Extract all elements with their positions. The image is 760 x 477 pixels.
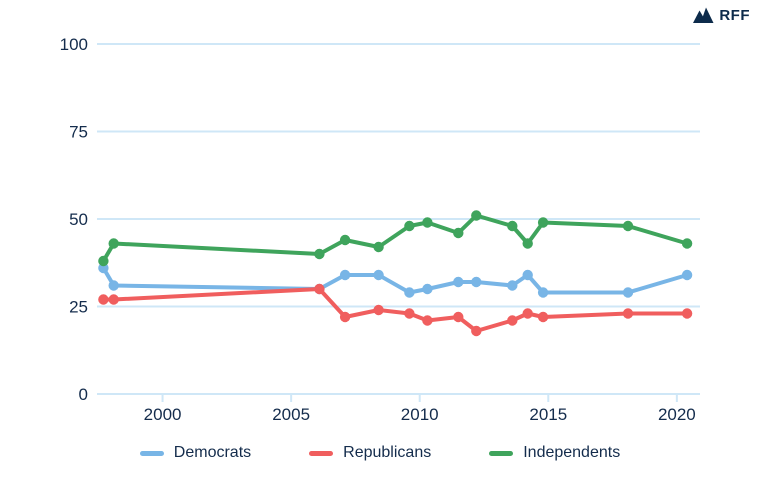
data-point-independents-2013.6 [507, 220, 518, 232]
rff-logo: RFF [693, 7, 750, 24]
legend-item-independents: Independents [489, 444, 620, 462]
data-point-democrats-2012.2 [471, 276, 482, 288]
data-point-republicans-2007.1 [339, 311, 351, 323]
data-point-independents-1998.1 [108, 238, 119, 249]
series-line-independents [101, 213, 690, 263]
data-point-independents-2006.1 [314, 248, 325, 260]
data-point-independents-2007.1 [339, 234, 351, 246]
data-point-independents-2009.6 [404, 220, 415, 232]
data-point-republicans-2008.4 [373, 304, 384, 316]
x-axis-label-2005: 2005 [272, 405, 310, 424]
data-point-republicans-2009.6 [404, 308, 415, 319]
data-point-republicans-1998.1 [108, 294, 119, 305]
y-axis-label-0: 0 [79, 385, 88, 404]
independents-swatch-icon [489, 450, 514, 456]
data-point-republicans-2011.5 [453, 311, 464, 323]
republicans-swatch-icon [309, 450, 334, 456]
data-point-independents-2014.2 [522, 238, 533, 249]
y-axis-label-100: 100 [60, 35, 88, 54]
series-line-republicans [101, 287, 690, 333]
data-point-republicans-2014.8 [537, 311, 549, 323]
data-point-independents-2011.5 [453, 227, 464, 239]
y-axis-label-25: 25 [69, 298, 88, 317]
data-point-democrats-2011.5 [453, 276, 464, 288]
x-axis-label-2020: 2020 [658, 405, 696, 424]
legend-item-republicans: Republicans [309, 444, 431, 462]
x-axis-label-2010: 2010 [401, 405, 439, 424]
data-point-republicans-2012.2 [471, 325, 482, 337]
data-point-independents-2008.4 [373, 241, 384, 253]
data-point-democrats-2018.1 [622, 287, 634, 298]
data-point-republicans-2018.1 [622, 308, 634, 319]
y-axis-label-75: 75 [69, 123, 88, 142]
data-point-independents-2010.3 [422, 217, 433, 228]
data-point-democrats-2010.3 [422, 283, 433, 295]
data-point-independents-1997.7 [98, 255, 109, 267]
data-point-democrats-2014.2 [522, 269, 533, 281]
series-lines [98, 210, 693, 337]
data-point-independents-2014.8 [537, 217, 549, 228]
series-line-democrats [101, 266, 690, 295]
y-axis-label-50: 50 [69, 210, 88, 229]
data-point-republicans-2006.1 [314, 283, 325, 295]
data-point-democrats-1998.1 [108, 280, 119, 291]
x-axis-label-2000: 2000 [144, 405, 182, 424]
data-point-independents-2018.1 [622, 220, 634, 232]
chart-legend: Democrats Republicans Independents [0, 438, 760, 468]
x-axis-label-2015: 2015 [529, 405, 567, 424]
data-point-republicans-1997.7 [98, 294, 109, 305]
legend-label-republicans: Republicans [343, 444, 432, 461]
data-point-independents-2020.4 [681, 238, 693, 249]
data-point-democrats-2020.4 [681, 269, 693, 281]
data-point-democrats-2009.6 [404, 287, 415, 298]
mountain-icon [693, 7, 714, 23]
data-point-democrats-2013.6 [507, 280, 518, 291]
party-identification-line-chart: 0 25 50 75 100 2000 2005 2010 2015 2020 [60, 35, 700, 424]
gridlines [97, 43, 700, 402]
democrats-swatch-icon [139, 450, 164, 456]
data-point-democrats-2007.1 [339, 269, 351, 281]
legend-label-democrats: Democrats [173, 444, 252, 461]
data-point-democrats-2008.4 [373, 269, 384, 281]
legend-label-independents: Independents [523, 444, 621, 461]
data-point-independents-2012.2 [471, 210, 482, 221]
data-point-republicans-2010.3 [422, 315, 433, 326]
data-point-democrats-2014.8 [537, 287, 549, 298]
data-point-republicans-2013.6 [507, 315, 518, 326]
data-point-republicans-2020.4 [681, 308, 693, 319]
legend-item-democrats: Democrats [139, 444, 252, 462]
rff-logo-text: RFF [719, 7, 750, 24]
data-point-republicans-2014.2 [522, 308, 533, 319]
axes-labels: 0 25 50 75 100 2000 2005 2010 2015 2020 [60, 35, 696, 424]
